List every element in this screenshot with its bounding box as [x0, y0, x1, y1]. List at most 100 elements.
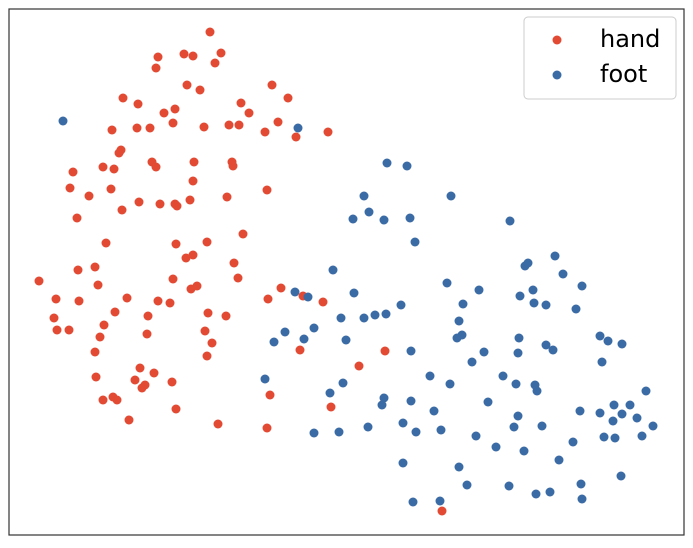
point: [529, 298, 539, 308]
point: [244, 108, 254, 118]
point: [479, 347, 489, 357]
point: [143, 311, 153, 321]
point: [396, 300, 406, 310]
point: [74, 296, 84, 306]
point: [554, 455, 564, 465]
point: [65, 183, 75, 193]
point: [616, 471, 626, 481]
point: [216, 48, 226, 58]
point: [72, 213, 82, 223]
point: [576, 479, 586, 489]
point: [260, 374, 270, 384]
point: [364, 207, 374, 217]
point: [202, 237, 212, 247]
point: [49, 313, 59, 323]
point: [170, 104, 180, 114]
point: [299, 334, 309, 344]
point: [445, 379, 455, 389]
point: [381, 309, 391, 319]
point: [617, 409, 627, 419]
point: [318, 297, 328, 307]
point: [509, 422, 519, 432]
point: [109, 164, 119, 174]
point: [117, 205, 127, 215]
point: [192, 281, 202, 291]
point: [262, 423, 272, 433]
point: [181, 253, 191, 263]
point: [411, 427, 421, 437]
point: [265, 390, 275, 400]
point: [504, 481, 514, 491]
point: [328, 265, 338, 275]
point: [348, 214, 358, 224]
point: [188, 51, 198, 61]
point: [142, 329, 152, 339]
point: [437, 506, 447, 516]
point: [207, 338, 217, 348]
point: [577, 281, 587, 291]
point: [283, 93, 293, 103]
point: [122, 293, 132, 303]
point: [90, 262, 100, 272]
point: [238, 229, 248, 239]
point: [153, 296, 163, 306]
point: [34, 276, 44, 286]
point: [171, 239, 181, 249]
point: [379, 393, 389, 403]
point: [382, 158, 392, 168]
point: [124, 415, 134, 425]
legend-label: hand: [600, 25, 660, 53]
point: [182, 80, 192, 90]
point: [410, 237, 420, 247]
point: [168, 274, 178, 284]
point: [405, 213, 415, 223]
point: [603, 336, 613, 346]
point: [377, 400, 387, 410]
point: [165, 298, 175, 308]
point: [295, 345, 305, 355]
point: [471, 431, 481, 441]
point: [200, 326, 210, 336]
point: [221, 311, 231, 321]
point: [599, 432, 609, 442]
point: [408, 497, 418, 507]
point: [236, 98, 246, 108]
point: [577, 494, 587, 504]
point: [608, 416, 618, 426]
point: [597, 357, 607, 367]
point: [398, 458, 408, 468]
point: [505, 216, 515, 226]
point: [110, 307, 120, 317]
point: [222, 192, 232, 202]
point: [98, 162, 108, 172]
point: [303, 292, 313, 302]
point: [168, 118, 178, 128]
point: [133, 99, 143, 109]
point: [550, 251, 560, 261]
point: [293, 123, 303, 133]
point: [609, 400, 619, 410]
point: [528, 285, 538, 295]
point: [325, 388, 335, 398]
point: [93, 280, 103, 290]
point: [519, 446, 529, 456]
legend-marker: [552, 35, 562, 45]
point: [341, 335, 351, 345]
point: [558, 269, 568, 279]
point: [648, 421, 658, 431]
point: [575, 406, 585, 416]
point: [149, 368, 159, 378]
point: [185, 195, 195, 205]
point: [531, 489, 541, 499]
point: [483, 397, 493, 407]
point: [359, 313, 369, 323]
point: [91, 372, 101, 382]
point: [280, 327, 290, 337]
point: [436, 425, 446, 435]
point: [205, 27, 215, 37]
point: [199, 122, 209, 132]
point: [610, 433, 620, 443]
point: [262, 185, 272, 195]
point: [363, 422, 373, 432]
